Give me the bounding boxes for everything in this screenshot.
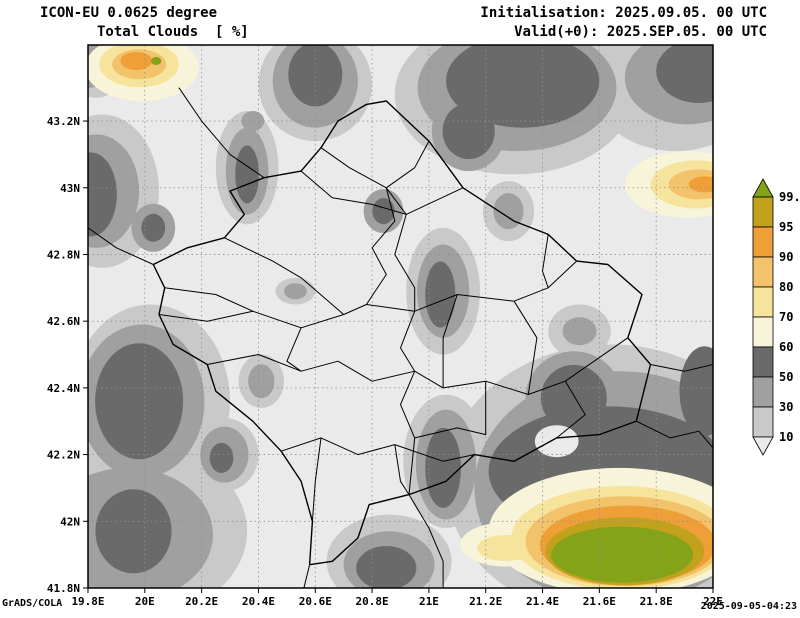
y-tick-label: 42N [60, 515, 80, 528]
colorbar: 99.5 95 90 80 70 60 50 30 10 [752, 178, 800, 456]
district-border [556, 380, 586, 439]
cloud-blob [551, 526, 694, 583]
district-border [442, 294, 458, 388]
district-border [164, 287, 254, 312]
colorbar-label: 70 [779, 310, 793, 324]
x-tick-label: 20.2E [185, 595, 218, 608]
colorbar-label: 99.5 [779, 190, 800, 204]
y-tick-label: 42.4N [47, 382, 80, 395]
neighbor-border [636, 420, 713, 449]
y-tick-label: 43.2N [47, 115, 80, 128]
colorbar-arrow-top [752, 178, 774, 198]
x-tick-label: 22E [703, 595, 723, 608]
x-tick-label: 20.8E [356, 595, 389, 608]
cloud-blob [235, 145, 259, 204]
grads-credit: GrADS/COLA [2, 598, 63, 609]
cloud-blob [372, 198, 395, 225]
cloud-blob [562, 317, 597, 346]
colorbar-segment [752, 256, 774, 288]
colorbar-segment [752, 346, 774, 378]
colorbar-label: 90 [779, 250, 793, 264]
district-border [365, 187, 396, 305]
colorbar-segment [752, 316, 774, 348]
y-tick-label: 43N [60, 182, 80, 195]
colorbar-label: 80 [779, 280, 793, 294]
neighbor-border [178, 87, 265, 179]
init-time-label: Initialisation: 2025.09.05. 00 UTC [480, 5, 767, 21]
x-tick-label: 21.6E [583, 595, 616, 608]
district-border [158, 260, 577, 329]
cloud-blob [95, 343, 184, 460]
cloud-blob [356, 546, 417, 588]
cloud-blob [688, 176, 713, 193]
district-border [542, 234, 549, 288]
cloud-blob [209, 442, 234, 473]
cloud-blob [656, 45, 713, 103]
neighbor-border [408, 494, 444, 588]
cloud-blob [248, 364, 275, 399]
colorbar-segment [752, 406, 774, 438]
x-tick-label: 21.8E [640, 595, 673, 608]
district-border [286, 327, 302, 372]
cloud-blob [88, 152, 117, 237]
cloud-blob [493, 193, 524, 230]
neighbor-border [88, 227, 154, 265]
district-border [300, 170, 464, 215]
x-tick-label: 21.4E [526, 595, 559, 608]
colorbar-segment [752, 286, 774, 318]
map-frame [87, 44, 714, 589]
district-border [311, 437, 322, 522]
cloud-blob [95, 489, 172, 574]
colorbar-label: 60 [779, 340, 793, 354]
cloud-blob [141, 213, 166, 242]
x-tick-label: 21E [419, 595, 439, 608]
district-border [224, 237, 345, 315]
cloud-blob [284, 283, 307, 300]
district-border [385, 187, 416, 495]
x-tick-label: 20.4E [242, 595, 275, 608]
colorbar-label: 50 [779, 370, 793, 384]
cloud-blob [120, 52, 153, 70]
creation-timestamp: 2025-09-05-04:23 [700, 601, 797, 612]
x-tick-label: 19.8E [71, 595, 104, 608]
district-border [513, 300, 538, 395]
neighbor-border [650, 364, 713, 372]
district-border [281, 437, 475, 462]
cloud-blob [288, 45, 343, 107]
cloud-blob [534, 425, 579, 458]
cloud-blob [446, 45, 600, 128]
colorbar-label: 95 [779, 220, 793, 234]
y-tick-label: 42.6N [47, 315, 80, 328]
cloud-blob [425, 427, 461, 508]
y-tick-label: 41.8N [47, 582, 80, 595]
valid-time-label: Valid(+0): 2025.SEP.05. 00 UTC [514, 24, 767, 40]
cloud-blob [151, 57, 162, 65]
y-tick-label: 42.2N [47, 449, 80, 462]
region-borders [88, 87, 713, 588]
colorbar-label: 30 [779, 400, 793, 414]
y-tick-label: 42.8N [47, 248, 80, 261]
colorbar-segment [752, 376, 774, 408]
cloud-field [88, 45, 713, 588]
cloud-blob [442, 103, 495, 160]
colorbar-arrow-bottom [752, 436, 774, 456]
neighbor-border [303, 564, 311, 588]
model-title: ICON-EU 0.0625 degree [40, 5, 218, 21]
variable-title: Total Clouds [ %] [97, 24, 249, 40]
district-border [394, 444, 410, 495]
x-tick-label: 20.6E [299, 595, 332, 608]
x-tick-label: 20E [135, 595, 155, 608]
colorbar-segment [752, 226, 774, 258]
colorbar-segment [752, 196, 774, 228]
cloud-blob [425, 261, 456, 328]
cloud-blob [477, 535, 534, 561]
district-border [414, 381, 487, 439]
grid-lines [88, 45, 713, 588]
axis-ticks: 19.8E 20E 20.2E 20.4E 20.6E 20.8E 21E 21.2E 21.4… [47, 115, 723, 608]
cloud-blob [679, 346, 713, 437]
x-tick-label: 21.2E [469, 595, 502, 608]
colorbar-label: 10 [779, 430, 793, 444]
